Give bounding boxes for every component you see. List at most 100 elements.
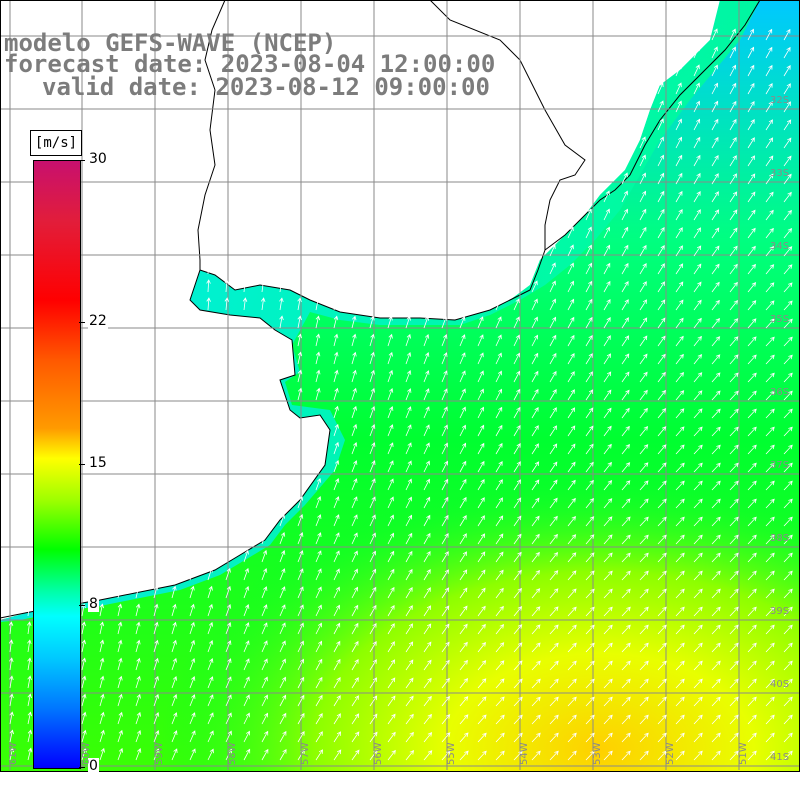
wind-arrow [693, 82, 700, 95]
wind-arrow [675, 534, 685, 545]
wind-arrow [261, 658, 268, 671]
wind-arrow [729, 137, 737, 149]
wind-arrow [675, 172, 683, 185]
wind-arrow [279, 315, 284, 329]
wind-arrow [693, 660, 703, 671]
wind-arrow [603, 443, 612, 455]
wind-arrow [477, 497, 485, 509]
wind-arrow [351, 604, 359, 617]
wind-arrow [621, 299, 629, 311]
wind-arrow [27, 675, 32, 689]
wind-arrow [423, 352, 430, 365]
wind-arrow [423, 514, 431, 527]
wind-arrow [621, 407, 630, 419]
wind-arrow [549, 642, 559, 653]
wind-arrow [729, 245, 738, 257]
wind-arrow [783, 588, 793, 599]
wind-arrow [441, 551, 449, 563]
wind-arrow [549, 606, 559, 617]
wind-arrow [224, 297, 230, 311]
wind-arrow [747, 100, 755, 113]
wind-arrow [711, 714, 721, 725]
wind-arrow [675, 281, 684, 293]
wind-arrow [405, 351, 412, 365]
wind-arrow [279, 712, 287, 725]
longitude-label: 58W [227, 742, 238, 765]
wind-arrow [729, 318, 739, 329]
wind-arrow [27, 747, 33, 761]
wind-arrow [135, 693, 141, 707]
wind-arrow [495, 334, 502, 347]
wind-arrow [333, 459, 340, 473]
wind-arrow [459, 659, 468, 671]
wind-arrow [351, 405, 357, 419]
wind-arrow [747, 354, 757, 365]
wind-arrow [297, 586, 304, 599]
wind-arrow [531, 443, 539, 455]
wind-arrow [477, 660, 487, 671]
wind-arrow [693, 64, 700, 77]
longitude-label: 53W [592, 742, 603, 765]
latitude-label: 35S [770, 314, 790, 325]
wind-arrow [369, 405, 376, 419]
wind-arrow [729, 480, 739, 491]
wind-arrow [693, 624, 703, 635]
wind-arrow [693, 46, 700, 59]
wind-arrow [441, 641, 450, 653]
wind-arrow [621, 226, 629, 239]
wind-arrow [477, 515, 485, 527]
wind-arrow [297, 730, 305, 743]
wind-arrow [693, 678, 703, 689]
wind-arrow [747, 119, 755, 131]
wind-arrow [585, 588, 595, 599]
wind-arrow [495, 352, 502, 365]
colorbar-tick-label: 30 [88, 151, 108, 167]
wind-arrow [441, 695, 451, 707]
wind-arrow [657, 606, 667, 617]
wind-arrow [567, 534, 577, 545]
wind-arrow [423, 442, 430, 455]
wind-arrow [261, 604, 268, 617]
wind-arrow [315, 622, 322, 635]
wind-arrow [351, 532, 358, 545]
wind-arrow [8, 621, 14, 635]
wind-arrow [387, 514, 394, 527]
wind-arrow [513, 515, 522, 527]
wind-arrow [675, 408, 685, 419]
wind-arrow [477, 352, 484, 365]
wind-arrow [747, 678, 757, 689]
wind-arrow [81, 657, 87, 671]
wind-arrow [747, 408, 757, 419]
latitude-label: 39S [770, 606, 790, 617]
wind-arrow [513, 606, 523, 617]
wind-arrow [549, 497, 558, 509]
wind-arrow [675, 100, 682, 113]
wind-arrow [189, 730, 196, 743]
wind-arrow [333, 731, 342, 743]
latitude-label: 38S [770, 533, 790, 544]
wind-arrow [783, 28, 791, 41]
wind-arrow [603, 480, 613, 491]
wind-arrow [27, 729, 33, 743]
wind-arrow [747, 462, 757, 473]
colorbar-tick [79, 321, 85, 323]
wind-arrow [567, 497, 576, 509]
wind-arrow [567, 298, 575, 311]
wind-arrow [333, 369, 339, 383]
wind-arrow [387, 406, 394, 419]
wind-arrow [675, 462, 685, 473]
wind-arrow [657, 190, 665, 203]
wind-arrow [26, 603, 32, 617]
wind-arrow [333, 496, 340, 509]
wind-arrow [711, 660, 721, 671]
wind-arrow [567, 262, 574, 275]
wind-arrow [549, 570, 559, 581]
wind-arrow [315, 676, 323, 689]
wind-arrow [783, 173, 792, 185]
wind-arrow [495, 424, 503, 437]
wind-arrow [783, 300, 793, 311]
wind-arrow [297, 640, 304, 653]
wind-arrow [549, 425, 557, 437]
wind-arrow [603, 280, 611, 293]
wind-arrow [693, 444, 703, 455]
